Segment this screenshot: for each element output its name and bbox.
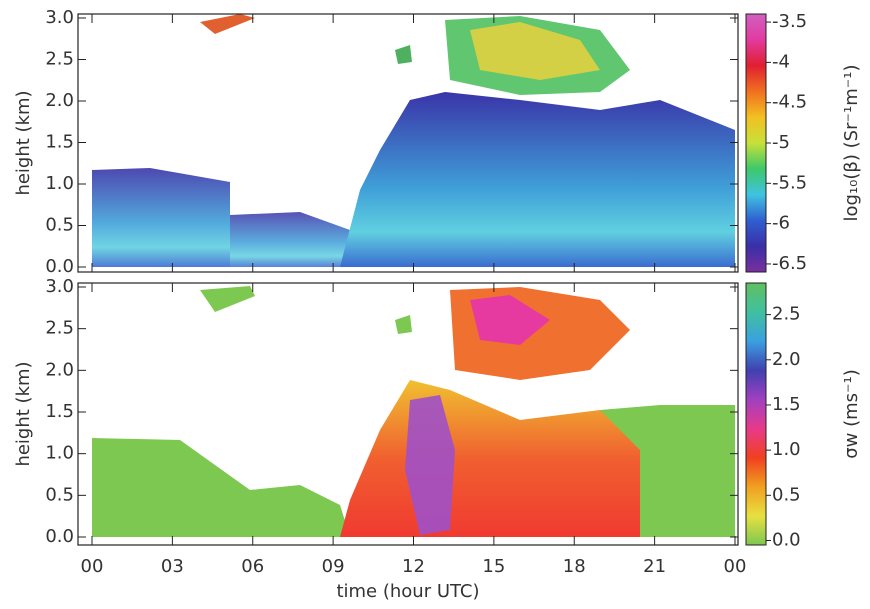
y-tick-label: 1.5 xyxy=(45,401,74,422)
x-tick-label: 06 xyxy=(241,556,264,577)
colorbar-tick-label: -4.5 xyxy=(772,92,807,113)
y-tick-label: 2.0 xyxy=(45,359,74,380)
x-tick-label: 15 xyxy=(482,556,505,577)
x-tick-label: 21 xyxy=(643,556,666,577)
colorbar-label: log₁₀(β) (Sr⁻¹m⁻¹) xyxy=(841,65,862,222)
y-tick-label: 2.5 xyxy=(45,318,74,339)
y-tick-label: 0.5 xyxy=(45,215,74,236)
x-tick-label: 12 xyxy=(402,556,425,577)
colorbar-tick-label: -5.5 xyxy=(772,172,807,193)
colorbar-tick-label: 1.0 xyxy=(772,439,801,460)
colorbar-tick-label: -6.5 xyxy=(772,253,807,274)
y-tick-label: 2.5 xyxy=(45,49,74,70)
x-tick-label: 03 xyxy=(161,556,184,577)
y-tick-label: 1.0 xyxy=(45,173,74,194)
y-tick-label: 2.0 xyxy=(45,90,74,111)
y-tick-label: 0.5 xyxy=(45,484,74,505)
colorbar-tick-label: -5 xyxy=(772,132,790,153)
colorbar-tick-label: 0.5 xyxy=(772,484,801,505)
x-tick-label: 18 xyxy=(563,556,586,577)
colorbar-label: σw (ms⁻¹) xyxy=(841,369,862,459)
backscatter-field xyxy=(92,14,735,267)
y-tick-label: 3.0 xyxy=(45,7,74,28)
colorbar-tick-label: 1.5 xyxy=(772,394,801,415)
y-tick-label: 3.0 xyxy=(45,276,74,297)
colorbar xyxy=(745,13,767,273)
plot-frame xyxy=(77,282,739,546)
y-tick-label: 1.5 xyxy=(45,132,74,153)
y-axis-label: height (km) xyxy=(13,90,34,195)
y-axis-label: height (km) xyxy=(13,361,34,466)
colorbar-tick-label: -6 xyxy=(772,213,790,234)
colorbar-tick-label: 0.0 xyxy=(772,529,801,550)
x-tick-label: 09 xyxy=(322,556,345,577)
y-tick-label: 1.0 xyxy=(45,443,74,464)
colorbar-tick-label: 2.5 xyxy=(772,304,801,325)
y-tick-label: 0.0 xyxy=(45,526,74,547)
colorbar-tick-label: 2.0 xyxy=(772,349,801,370)
colorbar-tick-label: -3.5 xyxy=(772,11,807,32)
colorbar-tick-label: -4 xyxy=(772,51,790,72)
y-tick-label: 0.0 xyxy=(45,256,74,277)
sigma-w-field xyxy=(92,286,735,537)
x-tick-label: 00 xyxy=(724,556,747,577)
x-tick-label: 00 xyxy=(81,556,104,577)
colorbar xyxy=(745,282,767,546)
x-axis-label: time (hour UTC) xyxy=(336,581,479,602)
